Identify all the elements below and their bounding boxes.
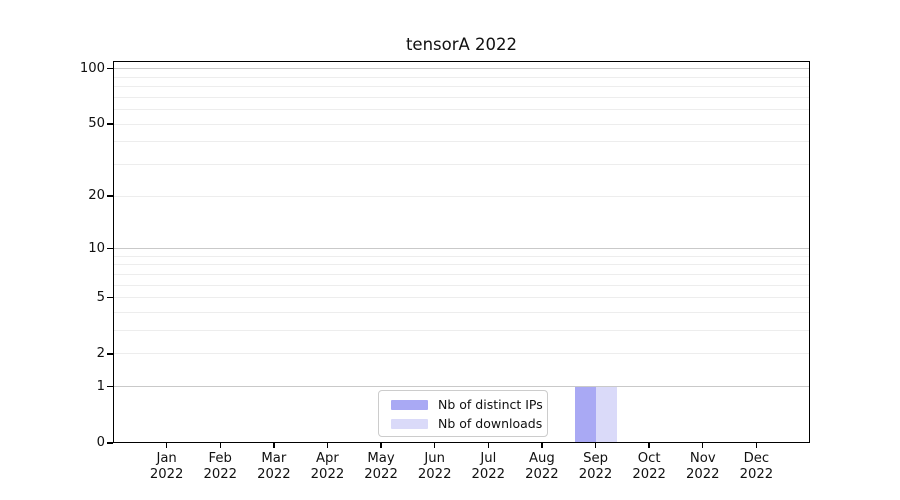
x-tick-label: Sep 2022 (568, 451, 624, 482)
y-tick-label: 5 (96, 289, 105, 305)
plot-area: Nb of distinct IPs Nb of downloads (113, 61, 810, 443)
y-tick-mark (107, 297, 113, 299)
x-tick-month: Feb (208, 451, 232, 466)
minor-gridline (113, 284, 810, 286)
x-tick-label: Apr 2022 (299, 451, 355, 482)
minor-gridline (113, 195, 810, 197)
minor-gridline (113, 109, 810, 111)
y-tick-label: 50 (88, 116, 105, 132)
y-tick-mark (107, 68, 113, 70)
x-tick-label: Aug 2022 (514, 451, 570, 482)
x-tick-month: Oct (637, 451, 661, 466)
x-tick-mark (380, 443, 382, 448)
x-tick-mark (433, 443, 436, 448)
chart-title: tensorA 2022 (405, 35, 518, 54)
y-tick-label: 100 (79, 60, 105, 76)
y-tick-mark (107, 442, 113, 444)
x-tick-year: 2022 (257, 466, 291, 482)
x-tick-year: 2022 (525, 466, 559, 482)
x-tick-year: 2022 (364, 466, 398, 482)
x-tick-mark (594, 443, 597, 448)
y-tick-mark (107, 195, 113, 197)
x-tick-label: Jun 2022 (407, 451, 463, 482)
bar-sep-series0 (574, 386, 596, 443)
x-tick-mark (273, 443, 275, 448)
x-tick-mark (165, 443, 168, 448)
y-tick-label: 2 (96, 345, 105, 361)
legend-swatch-distinct-ips (391, 399, 428, 410)
x-tick-month: Dec (743, 451, 770, 466)
x-tick-label: Mar 2022 (246, 451, 302, 482)
legend-swatch-downloads (391, 418, 428, 429)
x-tick-mark (219, 443, 221, 448)
minor-gridline (113, 96, 810, 98)
legend-item-distinct-ips: Nb of distinct IPs (379, 395, 547, 414)
y-tick-label: 20 (88, 188, 105, 204)
legend-item-downloads: Nb of downloads (379, 414, 547, 433)
minor-gridline (113, 164, 810, 166)
x-tick-month: Aug (529, 451, 555, 466)
x-tick-month: Apr (316, 451, 339, 466)
x-tick-label: Jul 2022 (460, 451, 516, 482)
minor-gridline (113, 141, 810, 143)
y-tick-mark (107, 247, 113, 250)
minor-gridline (113, 330, 810, 332)
minor-gridline (113, 86, 810, 88)
legend-label-downloads: Nb of downloads (438, 416, 543, 431)
x-tick-year: 2022 (471, 466, 506, 482)
x-tick-mark (326, 443, 329, 448)
y-tick-label: 10 (88, 240, 105, 256)
x-tick-year: 2022 (310, 466, 345, 482)
x-tick-label: Feb 2022 (192, 451, 248, 482)
minor-gridline (113, 76, 810, 78)
x-tick-label: May 2022 (353, 451, 409, 482)
legend-label-distinct-ips: Nb of distinct IPs (438, 397, 543, 412)
major-gridline (113, 248, 810, 250)
x-tick-month: May (367, 451, 395, 466)
x-tick-mark (702, 443, 704, 448)
x-tick-year: 2022 (149, 466, 184, 482)
x-tick-label: Dec 2022 (728, 451, 784, 482)
x-tick-month: Jun (424, 451, 445, 466)
x-tick-label: Oct 2022 (621, 451, 677, 482)
x-tick-year: 2022 (203, 466, 237, 482)
x-tick-year: 2022 (417, 466, 452, 482)
x-tick-year: 2022 (578, 466, 613, 482)
y-tick-label: 0 (96, 435, 105, 450)
x-tick-month: Jan (156, 451, 177, 466)
x-tick-month: Mar (261, 451, 287, 466)
minor-gridline (113, 312, 810, 313)
y-tick-label: 1 (96, 378, 105, 394)
y-tick-mark (107, 386, 113, 388)
x-tick-mark (755, 443, 758, 448)
minor-gridline (113, 273, 810, 275)
x-tick-mark (541, 443, 543, 448)
x-tick-label: Jan 2022 (139, 451, 195, 482)
minor-gridline (113, 353, 810, 355)
x-tick-month: Jul (480, 451, 497, 466)
minor-gridline (113, 123, 810, 125)
x-tick-month: Sep (583, 451, 608, 466)
minor-gridline (113, 297, 810, 299)
x-tick-year: 2022 (685, 466, 720, 482)
minor-gridline (113, 264, 810, 266)
x-tick-month: Nov (689, 451, 716, 466)
x-tick-year: 2022 (632, 466, 666, 482)
x-tick-year: 2022 (739, 466, 774, 482)
y-tick-mark (107, 353, 113, 355)
major-gridline (113, 386, 810, 388)
minor-gridline (113, 255, 810, 257)
bar-sep-series1 (595, 386, 617, 443)
legend: Nb of distinct IPs Nb of downloads (378, 390, 548, 437)
x-tick-mark (648, 443, 650, 448)
x-tick-mark (487, 443, 489, 448)
major-gridline (113, 68, 810, 70)
y-tick-mark (107, 123, 113, 125)
x-tick-label: Nov 2022 (675, 451, 731, 482)
